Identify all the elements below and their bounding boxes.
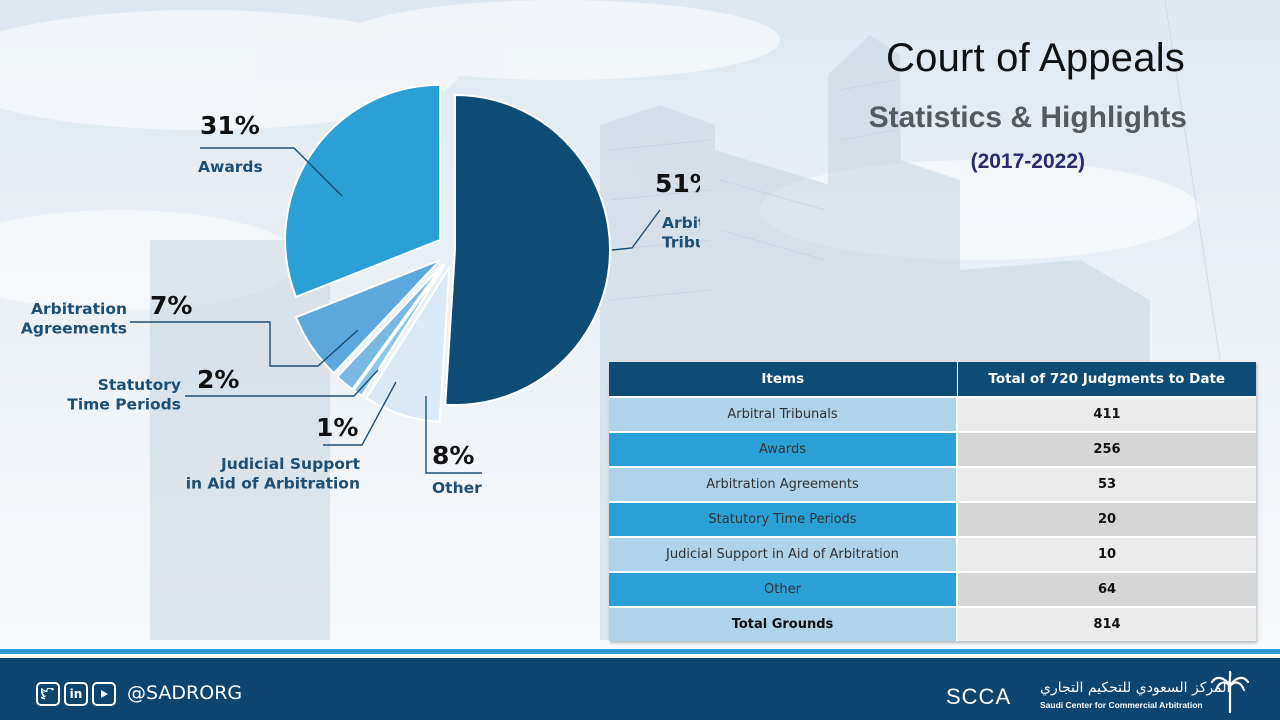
pct-label-other: 8%: [432, 441, 474, 470]
table-row: Arbitral Tribunals 411: [609, 396, 1256, 432]
row-value: 814: [957, 606, 1256, 641]
row-item: Total Grounds: [609, 606, 958, 641]
table-row: Statutory Time Periods 20: [609, 501, 1256, 537]
row-item: Arbitration Agreements: [609, 466, 958, 502]
row-item: Awards: [609, 431, 958, 467]
row-item: Statutory Time Periods: [609, 501, 958, 537]
pct-label-arbitral-tribunals: 51%: [655, 169, 700, 198]
row-value: 411: [957, 396, 1256, 432]
leader-line: [611, 209, 661, 251]
leader-line: [130, 321, 359, 367]
social-handle[interactable]: @SADRORG: [127, 682, 243, 704]
linkedin-icon[interactable]: in: [64, 682, 88, 706]
table-row: Arbitration Agreements 53: [609, 466, 1256, 502]
palm-logo-icon: [1210, 670, 1250, 714]
table-row-total: Total Grounds 814: [609, 606, 1256, 641]
table-row: Awards 256: [609, 431, 1256, 467]
leader-line: [200, 147, 343, 197]
row-value: 10: [957, 536, 1256, 572]
row-value: 20: [957, 501, 1256, 537]
pie-slice-judicial-support: [352, 264, 446, 398]
cat-label-statutory-time-periods: Statutory Time Periods: [67, 376, 181, 413]
pct-label-awards: 31%: [200, 111, 260, 140]
table-row: Judicial Support in Aid of Arbitration 1…: [609, 536, 1256, 572]
judgments-table: Items Total of 720 Judgments to Date Arb…: [609, 362, 1256, 641]
footer-stripe: [0, 649, 1280, 654]
pie-slice-arbitration-agreements: [294, 259, 441, 375]
social-links: in: [36, 682, 116, 706]
org-name-english: Saudi Center for Commercial Arbitration: [1040, 700, 1203, 710]
pct-label-statutory-time-periods: 2%: [197, 365, 239, 394]
page-title: Court of Appeals: [886, 36, 1185, 80]
row-item: Judicial Support in Aid of Arbitration: [609, 536, 958, 572]
row-item: Arbitral Tribunals: [609, 396, 958, 432]
row-value: 256: [957, 431, 1256, 467]
leader-line: [185, 369, 379, 397]
youtube-icon[interactable]: [92, 682, 116, 706]
row-value: 53: [957, 466, 1256, 502]
pie-slice-other: [365, 266, 451, 423]
pct-label-arbitration-agreements: 7%: [150, 291, 192, 320]
table-header-total: Total of 720 Judgments to Date: [957, 362, 1256, 397]
pie-slice-awards: [284, 83, 442, 299]
leader-line: [323, 381, 397, 446]
cat-label-judicial-support: Judicial Support in Aid of Arbitration: [186, 455, 361, 492]
pie-slice-arbitral-tribunals: [444, 93, 611, 406]
footer-bar: [0, 658, 1280, 720]
table-row: Other 64: [609, 571, 1256, 607]
cat-label-arbitration-agreements: Arbitration Agreements: [21, 300, 127, 337]
scca-brand: SCCA: [946, 684, 1012, 709]
pct-label-judicial-support: 1%: [316, 413, 358, 442]
pie-slice-statutory-time-periods: [336, 263, 445, 391]
row-value: 64: [957, 571, 1256, 607]
leader-line: [425, 396, 482, 474]
org-name-arabic: المركز السعودي للتحكيم التجاري: [1040, 680, 1231, 696]
date-range: (2017-2022): [970, 150, 1085, 173]
cat-label-other: Other: [432, 479, 482, 497]
row-item: Other: [609, 571, 958, 607]
page-subtitle: Statistics & Highlights: [868, 101, 1187, 134]
table-header-items: Items: [609, 362, 958, 397]
cat-label-awards: Awards: [198, 158, 263, 176]
twitter-icon[interactable]: [36, 682, 60, 706]
